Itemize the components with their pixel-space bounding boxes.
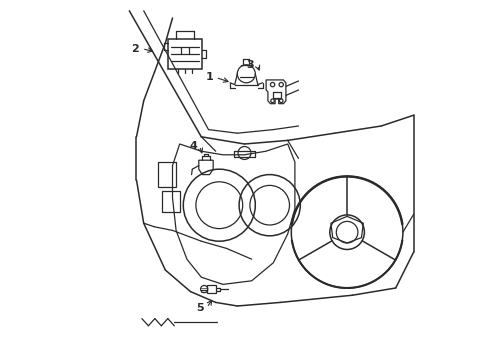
Text: 2: 2: [131, 44, 139, 54]
Text: 3: 3: [246, 60, 254, 70]
Text: 1: 1: [205, 72, 213, 82]
Text: 5: 5: [196, 303, 203, 313]
Text: 4: 4: [189, 141, 197, 151]
